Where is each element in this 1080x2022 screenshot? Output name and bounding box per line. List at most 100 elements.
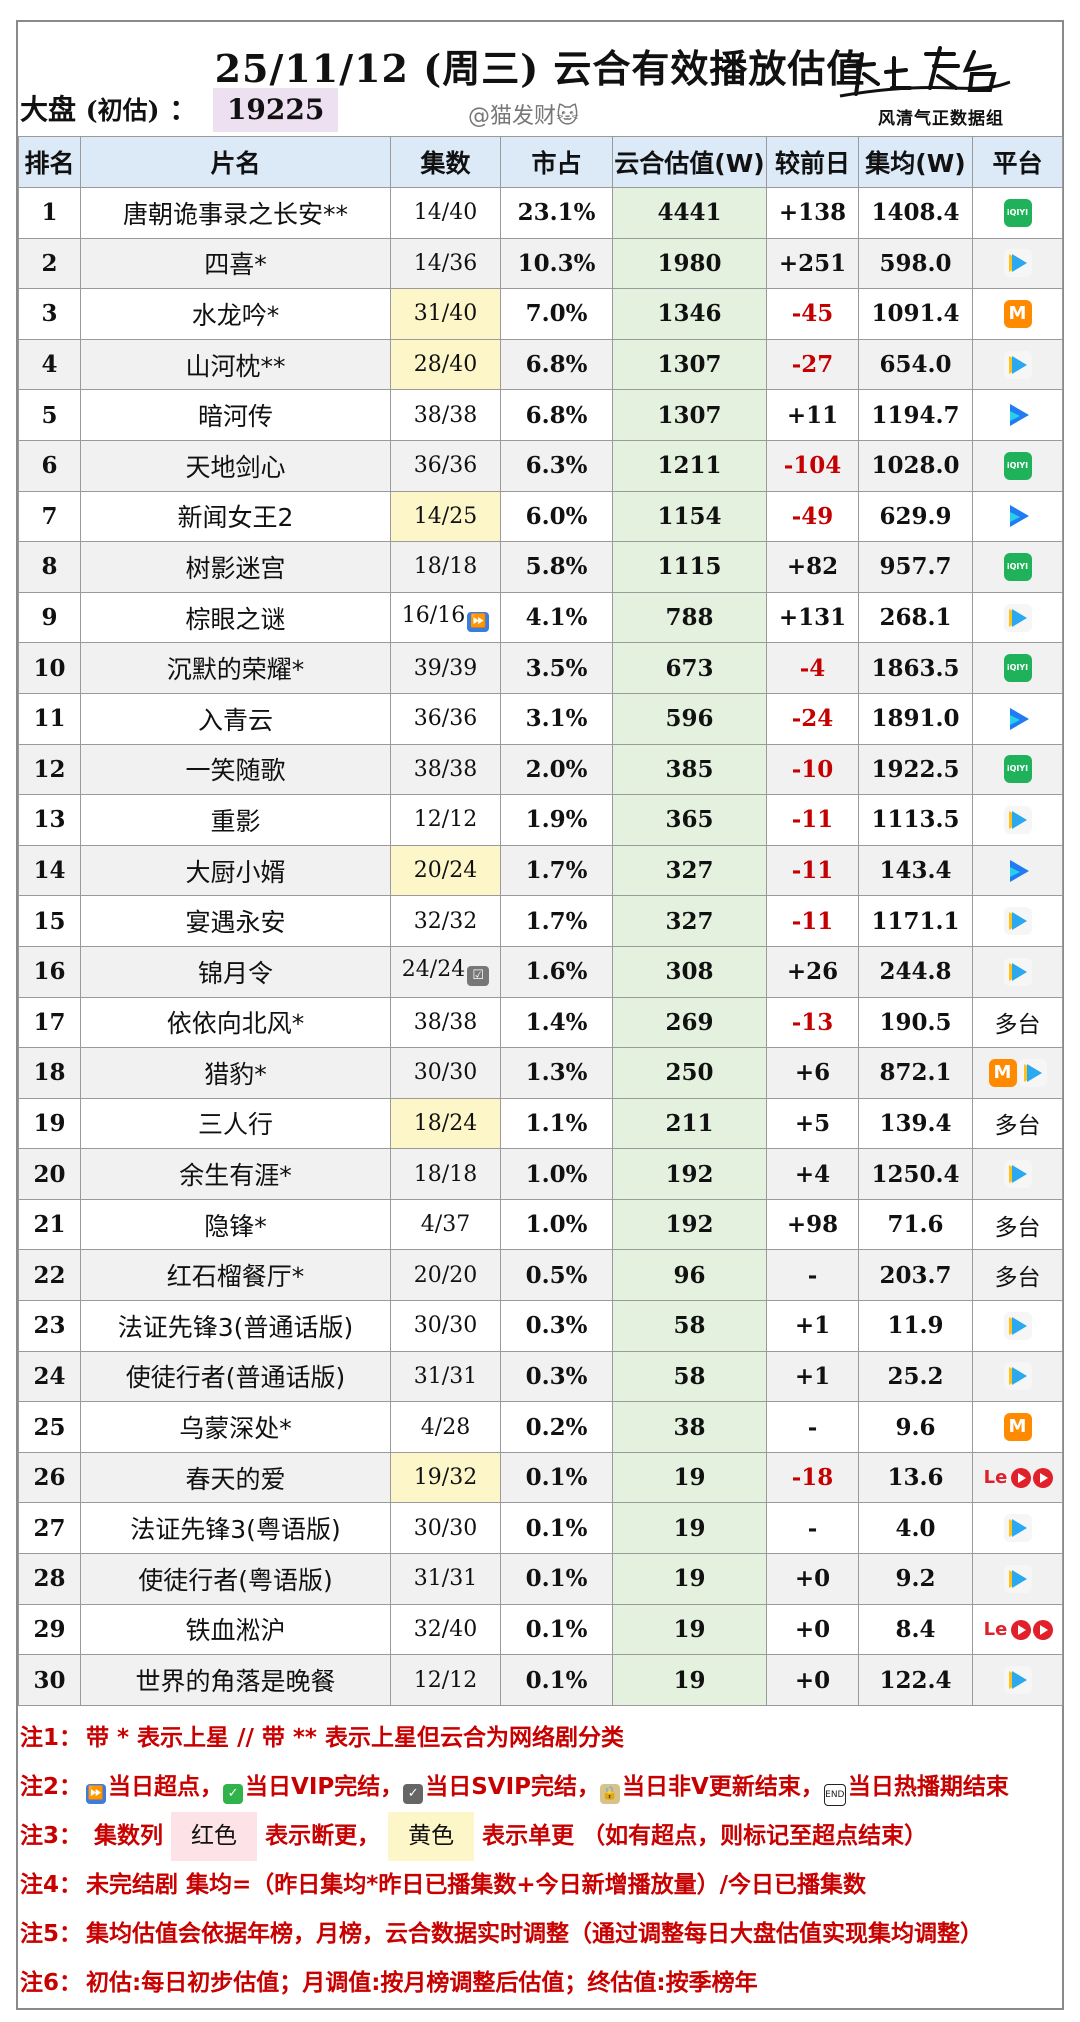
title-cell: 一笑随歌 [80,743,391,796]
rank-cell: 27 [18,1502,81,1555]
average-cell: 598.0 [858,237,973,290]
episodes-cell: 30/30 [390,1047,501,1099]
platform-cell: 多台 [972,1249,1063,1302]
note-text: 未完结剧 集均=（昨日集均*昨日已播集数+今日新增播放量）/今日已播集数 [86,1872,866,1898]
rank-cell: 22 [18,1249,81,1302]
le-logo-icon: Le [983,1467,1008,1489]
change-cell: -4 [766,642,859,694]
change-cell: -11 [766,844,859,897]
change-cell: +4 [766,1148,859,1200]
platform-cell [972,1047,1063,1099]
note-label: 注3： [20,1823,83,1849]
share-cell: 4.1% [500,591,613,644]
share-cell: 23.1% [500,187,613,239]
share-cell: 0.5% [500,1249,613,1302]
rank-cell: 12 [18,743,81,796]
episodes-cell: 36/36 [390,439,501,492]
rank-cell: 6 [18,439,81,492]
iqiyi-icon: iQIYI [1003,755,1032,784]
episodes-text: 38/38 [413,1009,478,1035]
episodes-cell: 4/28 [390,1401,501,1453]
episodes-text: 19/32 [413,1465,478,1491]
title-cell: 唐朝诡事录之长安** [80,187,391,239]
episodes-text: 30/30 [413,1313,478,1339]
note-text-single: 表示单更 （如有超点，则标记至超点结束） [482,1823,928,1849]
youku-icon [1004,502,1032,530]
tencent-icon [1003,603,1032,632]
change-cell: -10 [766,743,859,796]
rank-cell: 29 [18,1603,81,1656]
play-circle-icon [1033,1468,1054,1489]
title-cell: 水龙吟* [80,288,391,340]
tencent-icon [1003,1564,1032,1593]
episodes-cell: 39/39 [390,642,501,694]
title-cell: 宴遇永安 [80,895,391,947]
change-cell: -45 [766,288,859,340]
platform-cell: Le [972,1451,1063,1504]
value-cell: 19 [612,1654,767,1706]
average-cell: 1113.5 [858,794,973,846]
share-cell: 6.0% [500,490,613,543]
rank-cell: 9 [18,591,81,644]
table-row: 26 春天的爱 19/32 0.1% 19 -18 13.6 Le [18,1451,1063,1504]
lock-icon: 🔒 [600,1784,621,1804]
share-cell: 1.1% [500,1097,613,1150]
title-cell: 铁血淞沪 [80,1603,391,1656]
title-cell: 暗河传 [80,389,391,441]
value-cell: 788 [612,591,767,644]
youku-icon [1004,401,1032,429]
note-6: 注6： 初估:每日初步估值；月调值:按月榜调整后估值；终估值:按季榜年 [20,1959,1060,2008]
change-cell: +98 [766,1198,859,1251]
author-watermark: @猫发财🐱 [468,104,579,129]
iqiyi-icon: iQIYI [1003,552,1032,581]
share-cell: 1.0% [500,1198,613,1251]
table-row: 28 使徒行者(粤语版) 31/31 0.1% 19 +0 9.2 [18,1553,1063,1605]
tencent-icon [1003,907,1032,936]
value-cell: 211 [612,1097,767,1150]
average-cell: 190.5 [858,996,973,1049]
episodes-cell: 14/40 [390,187,501,239]
end-arrow-icon: END [823,1784,846,1806]
mango-icon [1003,1413,1032,1442]
change-cell: +0 [766,1553,859,1605]
column-header-value: 云合估值(W) [612,136,767,188]
table-row: 19 三人行 18/24 1.1% 211 +5 139.4 多台 [18,1097,1063,1150]
table-row: 16 锦月令 24/24 ☑ 1.6% 308 +26 244.8 [18,945,1063,998]
title-cell: 四喜* [80,237,391,290]
change-cell: -18 [766,1451,859,1504]
value-cell: 19 [612,1451,767,1504]
gray-check-icon: ✓ [403,1784,424,1804]
change-cell: -104 [766,439,859,492]
page-title: 25/11/12 (周三) 云合有效播放估值 [214,46,866,91]
episodes-cell: 20/20 [390,1249,501,1302]
note-label: 注5： [20,1921,83,1947]
share-cell: 1.4% [500,996,613,1049]
title-cell: 余生有涯* [80,1148,391,1200]
note-text-vip-finish: 当日VIP完结， [245,1774,404,1800]
brand-logo: 风清气正数据组 [826,44,1016,134]
column-header-platform: 平台 [972,136,1063,188]
title-cell: 天地剑心 [80,439,391,492]
episodes-cell: 19/32 [390,1451,501,1504]
title-cell: 新闻女王2 [80,490,391,543]
tencent-icon [1018,1058,1047,1087]
change-cell: +1 [766,1300,859,1352]
note-4: 注4： 未完结剧 集均=（昨日集均*昨日已播集数+今日新增播放量）/今日已播集数 [20,1861,1060,1910]
episodes-cell: 28/40 [390,338,501,391]
platform-cell [972,338,1063,391]
average-cell: 203.7 [858,1249,973,1302]
platform-cell [972,1654,1063,1706]
title-cell: 大厨小婿 [80,844,391,897]
rank-cell: 15 [18,895,81,947]
episodes-cell: 16/16 ⏩ [390,591,501,644]
episodes-cell: 38/38 [390,389,501,441]
episodes-cell: 31/31 [390,1553,501,1605]
average-cell: 957.7 [858,541,973,593]
episodes-cell: 31/40 [390,288,501,340]
rank-cell: 4 [18,338,81,391]
tencent-icon [1003,1160,1032,1189]
svip-check-icon: ☑ [467,966,490,987]
title-cell: 隐锋* [80,1198,391,1251]
note-5: 注5： 集均估值会依据年榜，月榜，云合数据实时调整（通过调整每日大盘估值实现集均调… [20,1910,1060,1959]
title-cell: 春天的爱 [80,1451,391,1504]
